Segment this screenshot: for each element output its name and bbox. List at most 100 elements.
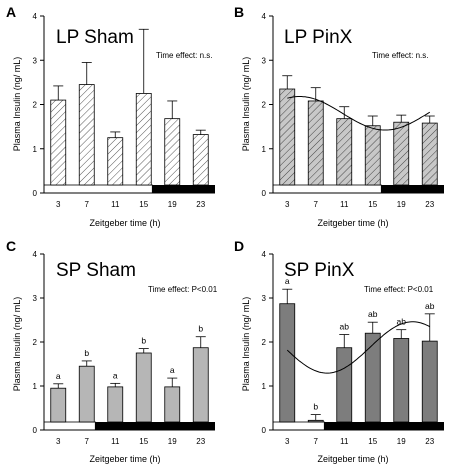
significance-letter: a: [56, 371, 61, 381]
y-tick-label: 3: [33, 56, 38, 65]
x-tick-label: 7: [85, 200, 90, 209]
error-bar: [195, 336, 206, 348]
bar: [336, 347, 353, 423]
panel-letter: B: [234, 4, 244, 20]
significance-letter: ab: [397, 317, 407, 327]
y-tick-label: 0: [33, 189, 38, 198]
error-bar: [53, 383, 64, 389]
y-tick-label: 3: [262, 56, 267, 65]
time-effect-annotation: Time effect: n.s.: [156, 51, 212, 60]
y-axis-label: Plasma Insulin (ng/ mL): [12, 297, 22, 392]
x-tick-label: 3: [56, 437, 61, 446]
x-tick-label: 3: [285, 437, 290, 446]
panel-a: A LP Sham Time effect: n.s. Plasma Insul…: [6, 4, 212, 228]
y-tick-label: 2: [33, 338, 38, 347]
light-phase-bar: [272, 421, 325, 431]
x-axis-label: Zeitgeber time (h): [89, 218, 160, 228]
bar: [192, 134, 209, 186]
dark-phase-bar: [381, 185, 444, 193]
bar: [364, 332, 381, 423]
bar: [135, 93, 152, 186]
significance-letter: ab: [425, 301, 435, 311]
y-tick-label: 1: [262, 145, 267, 154]
bar: [164, 118, 181, 186]
x-tick-label: 19: [168, 437, 177, 446]
error-bar: [396, 114, 407, 123]
error-bar: [424, 115, 435, 124]
bar: [307, 419, 324, 423]
x-tick-label: 7: [85, 437, 90, 446]
y-tick-label: 3: [262, 294, 267, 303]
bar: [364, 125, 381, 186]
time-effect-annotation: Time effect: P<0.01: [364, 285, 434, 294]
bar: [192, 347, 209, 423]
error-bar: [339, 106, 350, 119]
x-tick-label: 23: [425, 437, 434, 446]
dark-phase-bar: [95, 422, 215, 430]
significance-letter: a: [170, 365, 175, 375]
panel-letter: C: [6, 238, 16, 254]
cosinor-fit-curve: [287, 96, 431, 131]
significance-letter: b: [198, 324, 203, 334]
error-bar: [424, 313, 435, 342]
panel-c: C SP Sham Time effect: P<0.01 Plasma Ins…: [6, 238, 218, 464]
x-axis-label: Zeitgeber time (h): [317, 454, 388, 464]
panel-letter: A: [6, 4, 16, 20]
x-tick-label: 11: [340, 437, 349, 446]
y-tick-label: 1: [33, 382, 38, 391]
x-tick-label: 15: [139, 200, 148, 209]
dark-phase-bar: [152, 185, 215, 193]
y-tick-label: 3: [33, 294, 38, 303]
error-bar: [81, 62, 92, 85]
significance-letter: ab: [368, 309, 378, 319]
y-tick-label: 2: [33, 101, 38, 110]
bar: [336, 118, 353, 186]
y-tick-label: 1: [262, 382, 267, 391]
error-bar: [282, 75, 293, 90]
significance-letter: b: [141, 336, 146, 346]
y-axis-label: Plasma Insulin (ng/ mL): [12, 57, 22, 152]
panel-letter: D: [234, 238, 244, 254]
bar: [393, 338, 410, 423]
x-tick-label: 19: [168, 200, 177, 209]
significance-letter: a: [113, 370, 118, 380]
significance-letter: a: [285, 276, 290, 286]
dark-phase-bar: [324, 422, 444, 430]
bar: [50, 387, 67, 423]
x-tick-label: 7: [314, 437, 319, 446]
x-tick-label: 15: [368, 437, 377, 446]
error-bar: [110, 382, 121, 387]
x-tick-label: 23: [425, 200, 434, 209]
bar: [78, 84, 95, 186]
error-bar: [195, 129, 206, 135]
bar: [50, 99, 67, 186]
cosinor-fit-curve: [286, 321, 431, 374]
y-tick-label: 0: [262, 426, 267, 435]
bar: [279, 303, 296, 423]
error-bar: [310, 414, 321, 421]
time-effect-annotation: Time effect: P<0.01: [148, 285, 218, 294]
y-tick-label: 4: [33, 12, 38, 21]
time-effect-annotation: Time effect: n.s.: [372, 51, 428, 60]
panel-title: SP PinX: [284, 260, 355, 281]
significance-letter: b: [84, 348, 89, 358]
significance-letter: ab: [340, 322, 350, 332]
bar: [421, 122, 438, 186]
bar: [393, 121, 410, 186]
error-bar: [310, 87, 321, 101]
error-bar: [110, 131, 121, 138]
x-tick-label: 23: [196, 200, 205, 209]
bar: [164, 386, 181, 423]
panel-title: LP Sham: [56, 27, 134, 48]
bar: [135, 352, 152, 423]
x-axis-label: Zeitgeber time (h): [317, 218, 388, 228]
x-tick-label: 3: [56, 200, 61, 209]
x-tick-label: 11: [111, 200, 120, 209]
x-tick-label: 23: [196, 437, 205, 446]
error-bar: [138, 348, 149, 353]
